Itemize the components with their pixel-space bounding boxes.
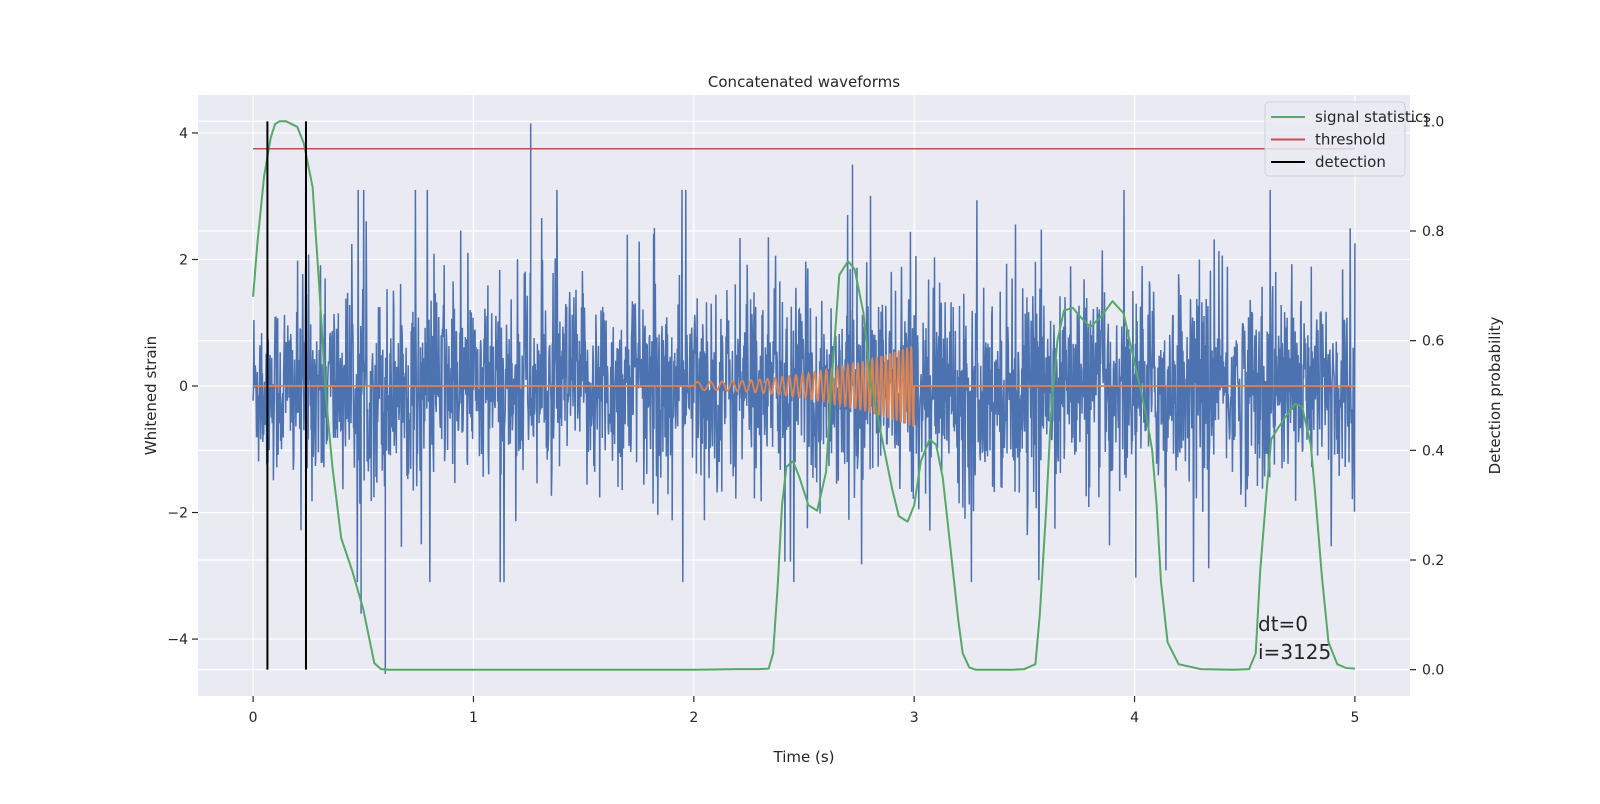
noise-trace	[252, 123, 1356, 674]
y-right-tick-label: 1.0	[1422, 114, 1444, 130]
legend-label-detection: detection	[1315, 153, 1386, 171]
y-left-tick-label: −4	[167, 632, 188, 648]
x-tick-label: 3	[910, 710, 919, 726]
x-tick-label: 0	[249, 710, 258, 726]
chirp-trace	[253, 346, 1355, 427]
series-signal-statistics	[252, 120, 1355, 671]
y-axis-label-left: Whitened strain	[142, 336, 160, 455]
y-left-tick-label: −2	[167, 506, 188, 522]
y-right-tick-label: 0.0	[1422, 663, 1444, 679]
annotation-index: i=3125	[1258, 640, 1331, 664]
annotation-dt: dt=0	[1258, 612, 1308, 636]
axes: 0 1 2 3 4 5 −4 −2 0 2 4 0.0 0.2 0.4 0.6 0.8 1.0	[167, 114, 1444, 726]
y-right-tick-label: 0.6	[1422, 334, 1444, 350]
series-detection	[266, 121, 307, 670]
y-right-tick-label: 0.4	[1422, 443, 1444, 459]
legend: signal statistics threshold detection	[1264, 101, 1431, 177]
x-tick-label: 1	[469, 710, 478, 726]
signal-statistics-line	[252, 120, 1355, 671]
series-chirp-template	[253, 346, 1355, 427]
y-left-tick-label: 2	[179, 252, 188, 268]
y-left-tick-label: 4	[179, 126, 188, 142]
y-right-tick-label: 0.8	[1422, 224, 1444, 240]
legend-label-signal-statistics: signal statistics	[1315, 108, 1431, 126]
y-left-tick-label: 0	[179, 379, 188, 395]
x-tick-label: 5	[1350, 710, 1359, 726]
x-tick-label: 2	[689, 710, 698, 726]
chart-title: Concatenated waveforms	[708, 73, 900, 91]
y-right-tick-label: 0.2	[1422, 553, 1444, 569]
x-tick-label: 4	[1130, 710, 1139, 726]
series-whitened-strain	[252, 123, 1356, 674]
legend-label-threshold: threshold	[1315, 131, 1386, 149]
y-axis-label-right: Detection probability	[1486, 317, 1504, 475]
legend-box	[1264, 101, 1406, 177]
x-axis-label: Time (s)	[773, 748, 835, 766]
